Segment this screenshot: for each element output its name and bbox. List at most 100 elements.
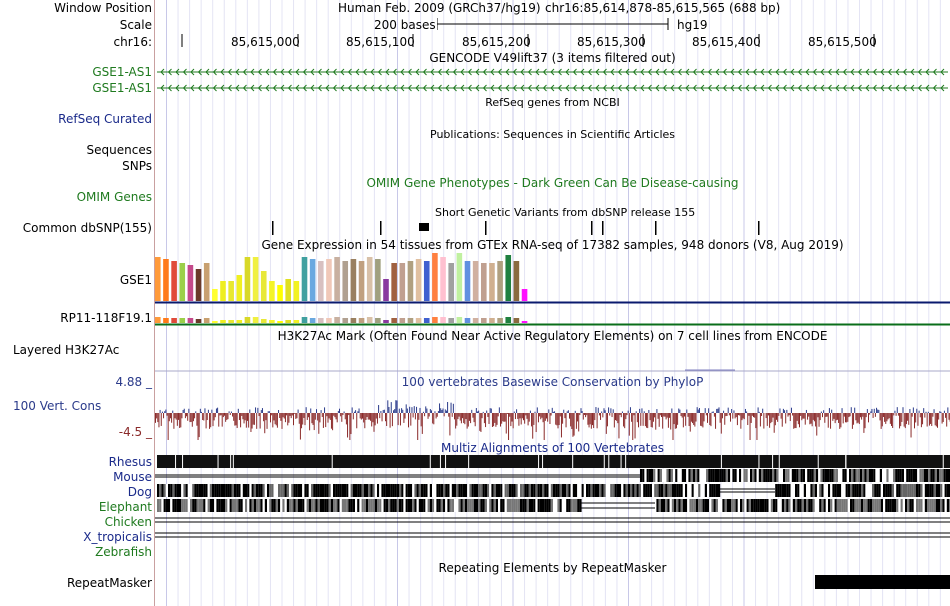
alignment-base — [462, 484, 465, 497]
alignment-base — [315, 484, 318, 497]
phylop-wiggle[interactable] — [155, 390, 950, 440]
alignment-base — [407, 499, 410, 512]
phylop-bar — [857, 413, 859, 423]
multiz-species-label[interactable]: Mouse — [113, 470, 152, 484]
gtex-gene-label[interactable]: RP11-118F19.1 — [60, 311, 152, 325]
h3k27ac-track-title[interactable]: H3K27Ac Mark (Often Found Near Active Re… — [277, 329, 828, 343]
h3k27ac-track-label[interactable]: Layered H3K27Ac — [13, 343, 120, 357]
publications-sequences-label[interactable]: Sequences — [86, 143, 152, 157]
alignment-base — [944, 499, 947, 512]
gencode-track-title[interactable]: GENCODE V49lift37 (3 items filtered out) — [429, 51, 676, 65]
multiz-species-label[interactable]: Elephant — [98, 500, 152, 514]
alignment-base — [187, 499, 190, 512]
phylop-bar — [648, 409, 650, 413]
phylop-bar — [169, 413, 171, 419]
alignment-base — [785, 469, 788, 482]
alignment-base — [548, 499, 551, 512]
strand-arrow — [317, 68, 322, 76]
strand-arrow — [430, 68, 435, 76]
alignment-base — [383, 484, 386, 497]
alignment-base — [165, 484, 168, 497]
multiz-species-label[interactable]: Zebrafish — [95, 545, 152, 559]
track-area[interactable]: Human Feb. 2009 (GRCh37/hg19) chr16:85,6… — [155, 0, 950, 606]
gtex-tissue-bar — [269, 320, 275, 323]
phylop-bar — [799, 413, 800, 428]
alignment-base — [811, 469, 814, 482]
multiz-alignments[interactable] — [155, 454, 950, 559]
phylop-bar — [448, 413, 450, 417]
gtex-gene-label[interactable]: GSE1 — [119, 273, 152, 287]
strand-arrow — [715, 84, 720, 92]
dbsnp-track-label[interactable]: Common dbSNP(155) — [22, 221, 152, 235]
omim-track-label[interactable]: OMIM Genes — [76, 190, 152, 204]
refseq-track-label[interactable]: RefSeq Curated — [58, 112, 152, 126]
repeat-element[interactable] — [815, 575, 950, 589]
refseq-track-title[interactable]: RefSeq genes from NCBI — [485, 96, 620, 109]
alignment-base — [590, 484, 593, 497]
gtex-expression[interactable] — [155, 253, 950, 327]
alignment-base — [564, 484, 567, 497]
strand-arrow — [205, 68, 210, 76]
alignment-base — [544, 499, 547, 512]
phylop-bar — [839, 413, 841, 429]
phylop-bar — [577, 413, 579, 422]
alignment-base — [190, 484, 193, 497]
strand-arrow — [715, 68, 720, 76]
alignment-base — [877, 469, 880, 482]
phylop-bar — [265, 413, 267, 421]
dbsnp-variants[interactable] — [155, 220, 950, 236]
alignment-base — [735, 499, 738, 512]
alignment-base — [568, 499, 571, 512]
phylop-bar — [201, 411, 202, 413]
omim-track-title[interactable]: OMIM Gene Phenotypes - Dark Green Can Be… — [366, 176, 739, 190]
multiz-species-label[interactable]: Chicken — [104, 515, 152, 529]
multiz-species-label[interactable]: Dog — [127, 485, 152, 499]
alignment-base — [335, 499, 338, 512]
alignment-base — [489, 484, 492, 497]
multiz-track-title[interactable]: Multiz Alignments of 100 Vertebrates — [440, 441, 665, 455]
repeatmasker-elements[interactable] — [155, 574, 950, 590]
phylop-bar — [313, 413, 315, 431]
phylop-track-title[interactable]: 100 vertebrates Basewise Conservation by… — [401, 375, 704, 389]
publications-snps-label[interactable]: SNPs — [122, 159, 152, 173]
strand-arrow — [197, 68, 202, 76]
multiz-species-label[interactable]: X_tropicalis — [83, 530, 152, 544]
alignment-base — [698, 484, 701, 497]
phylop-track-label[interactable]: 100 Vert. Cons — [13, 399, 102, 413]
alignment-base — [357, 499, 360, 512]
phylop-bar — [681, 413, 683, 418]
alignment-base — [209, 499, 212, 512]
phylop-bar — [751, 413, 753, 416]
strand-arrow — [407, 68, 412, 76]
strand-arrow — [167, 84, 172, 92]
alignment-base — [853, 469, 856, 482]
phylop-bar — [674, 413, 676, 429]
gtex-tissue-bar — [187, 318, 194, 323]
gtex-tissue-bar — [334, 317, 340, 323]
alignment-base — [792, 484, 795, 497]
phylop-bar — [199, 408, 201, 413]
phylop-bar — [179, 413, 181, 428]
h3k27ac-signal[interactable] — [155, 368, 950, 374]
gencode-transcripts[interactable] — [155, 65, 950, 95]
alignment-base — [946, 484, 949, 497]
phylop-bar — [834, 413, 836, 424]
multiz-species-label[interactable]: Rhesus — [108, 455, 152, 469]
phylop-bar — [411, 407, 413, 413]
dbsnp-track-title[interactable]: Short Genetic Variants from dbSNP releas… — [435, 206, 696, 219]
gtex-track-title[interactable]: Gene Expression in 54 tissues from GTEx … — [261, 238, 844, 252]
gencode-item-label[interactable]: GSE1-AS1 — [92, 81, 152, 95]
gtex-tissue-bar — [163, 318, 169, 323]
alignment-base — [839, 499, 842, 512]
alignment-base — [905, 484, 908, 497]
phylop-bar — [432, 413, 434, 424]
publications-track-title[interactable]: Publications: Sequences in Scientific Ar… — [430, 128, 675, 141]
phylop-bar — [688, 413, 690, 427]
repeatmasker-track-title[interactable]: Repeating Elements by RepeatMasker — [438, 561, 667, 575]
gtex-tissue-bar — [432, 317, 438, 323]
phylop-bar — [667, 413, 669, 428]
gencode-item-label[interactable]: GSE1-AS1 — [92, 65, 152, 79]
alignment-base — [710, 469, 713, 482]
repeatmasker-track-label[interactable]: RepeatMasker — [66, 576, 152, 590]
phylop-bar — [207, 409, 209, 413]
